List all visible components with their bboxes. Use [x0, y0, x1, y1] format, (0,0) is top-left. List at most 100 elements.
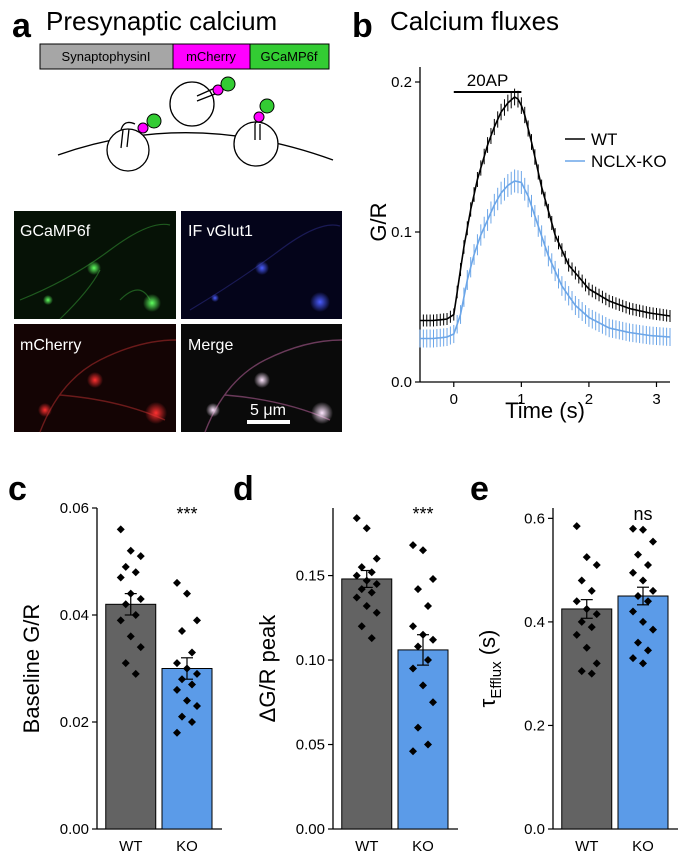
significance-label: ns	[633, 504, 652, 524]
data-point-wt	[367, 634, 376, 643]
data-point-ko	[414, 642, 422, 651]
data-point-wt	[126, 589, 135, 598]
series-line-nclx-ko	[420, 180, 671, 340]
vesicle-3	[233, 121, 279, 167]
calcium-flux-chart: 0.0 0.1 0.2 0 1 2 3 Time (s) G/R 20AP WT NCLX-KO	[366, 67, 671, 423]
data-point-ko	[409, 541, 417, 550]
data-point-ko	[419, 681, 427, 690]
micrograph-merge-label: Merge	[188, 337, 233, 354]
y-axis-label: τEfflux (s)	[475, 630, 505, 708]
data-point-ko	[183, 664, 191, 673]
data-point-ko	[634, 592, 642, 601]
y-axis-label-subscript: Efflux	[488, 661, 505, 699]
construct-mcherry-label: mCherry	[186, 49, 236, 64]
vesicle-2	[169, 81, 215, 127]
x-axis-label: Time (s)	[505, 398, 585, 423]
data-point-wt	[362, 524, 371, 533]
legend-label-0: WT	[591, 130, 617, 149]
data-point-wt	[131, 669, 140, 678]
data-point-ko	[193, 616, 201, 625]
vesicle-1	[106, 128, 150, 172]
x-tick-label: KO	[632, 838, 654, 854]
data-point-ko	[419, 546, 427, 555]
micrograph-gcamp: GCaMP6f	[14, 211, 176, 320]
micrograph-vglut1-label: IF vGlut1	[188, 223, 253, 240]
data-point-ko	[188, 718, 196, 726]
data-point-ko	[629, 654, 637, 663]
data-point-ko	[173, 578, 181, 587]
data-point-wt	[126, 546, 135, 555]
y-axis-label: Baseline G/R	[19, 604, 44, 734]
data-point-wt	[362, 576, 371, 585]
y-tick-label: 0.04	[60, 607, 89, 624]
gcamp-dot-1	[146, 113, 162, 129]
construct-synaptophysin-box	[39, 43, 174, 70]
y-tick-label: 0.0	[391, 374, 412, 391]
data-point-wt	[592, 560, 601, 569]
data-point-wt	[116, 525, 125, 534]
panel-c-letter: c	[8, 470, 27, 508]
panel-b-title: Calcium fluxes	[390, 6, 559, 36]
data-point-ko	[629, 607, 637, 616]
bar-wt	[561, 608, 613, 830]
y-tick-label: 0.15	[296, 568, 325, 585]
y-tick-label: 0.2	[524, 717, 545, 734]
construct-synaptophysin-label: SynaptophysinI	[62, 49, 151, 64]
data-point-ko	[424, 740, 432, 749]
data-point-wt	[582, 553, 591, 562]
data-point-wt	[367, 588, 376, 597]
calcium-flux-series	[419, 88, 671, 348]
calcium-flux-axes: 0.0 0.1 0.2 0 1 2 3 Time (s) G/R 20AP	[366, 67, 670, 423]
micrograph-vglut1: IF vGlut1	[181, 211, 342, 319]
peak-bar-chart: 0.00 0.05 0.10 0.15 ΔG/R peak WT KO ***	[255, 504, 458, 854]
data-point-ko	[193, 669, 201, 678]
y-tick-label: 0.4	[524, 614, 545, 631]
data-point-wt	[372, 580, 381, 589]
y-tick-label: 0.6	[524, 510, 545, 527]
data-point-ko	[644, 560, 652, 569]
data-point-wt	[121, 659, 130, 668]
y-tick-label: 0.1	[391, 224, 412, 241]
data-point-ko	[414, 723, 422, 732]
construct-gcamp-label: GCaMP6f	[260, 49, 317, 64]
data-point-wt	[352, 571, 361, 580]
construct-gcamp-box	[249, 43, 330, 70]
x-tick-label: 1	[517, 391, 525, 408]
data-point-wt	[372, 608, 381, 617]
data-point-ko	[634, 550, 642, 559]
data-point-wt	[352, 514, 361, 523]
data-point-wt	[116, 573, 125, 582]
data-point-wt	[121, 562, 130, 571]
data-point-ko	[639, 659, 647, 668]
stimulus-label: 20AP	[467, 71, 509, 90]
data-point-wt	[587, 669, 596, 678]
data-point-ko	[644, 646, 652, 655]
data-point-ko	[193, 701, 201, 710]
data-point-ko	[424, 656, 432, 665]
panel-a-title: Presynaptic calcium	[46, 6, 277, 36]
micrograph-grid: GCaMP6f IF vGlut1 mCherry Merge 5	[14, 211, 343, 433]
data-point-ko	[639, 617, 647, 626]
data-point-wt	[116, 616, 125, 625]
y-tick-label: 0.00	[60, 821, 89, 838]
data-point-wt	[357, 563, 366, 572]
data-point-wt	[582, 643, 591, 652]
gcamp-dot-3	[259, 98, 275, 114]
data-point-wt	[577, 576, 586, 585]
data-point-wt	[587, 586, 596, 595]
data-point-ko	[409, 747, 417, 756]
panel-e-letter: e	[470, 470, 489, 508]
data-point-ko	[414, 585, 422, 594]
y-tick-label: 0.00	[296, 821, 325, 838]
data-point-wt	[577, 667, 586, 676]
y-tick-label: 0.05	[296, 737, 325, 754]
bar-ko	[397, 649, 449, 830]
data-point-ko	[649, 586, 657, 595]
data-point-wt	[582, 604, 591, 613]
micrograph-mcherry: mCherry	[14, 324, 177, 433]
panel-d-letter: d	[233, 470, 254, 508]
data-point-wt	[572, 630, 581, 639]
data-point-wt	[592, 659, 601, 668]
data-point-ko	[409, 622, 417, 631]
